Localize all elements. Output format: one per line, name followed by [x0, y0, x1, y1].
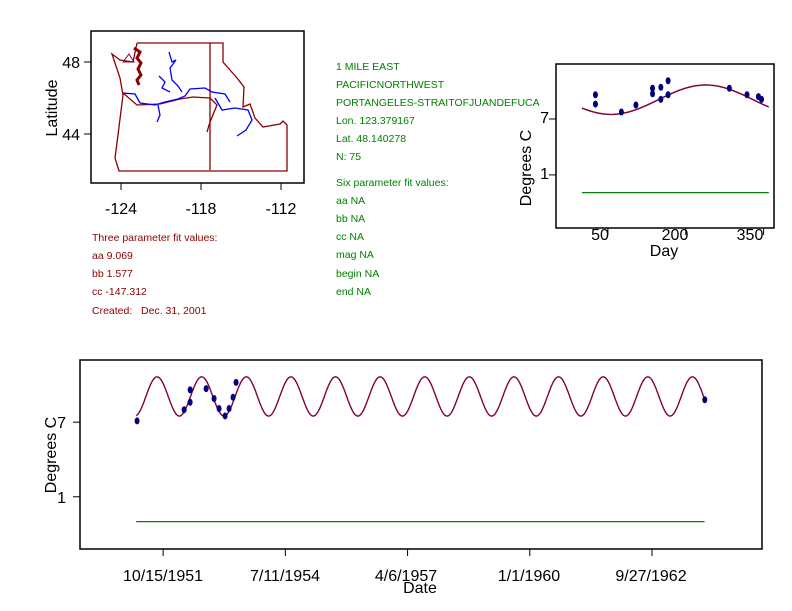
- state-outline: [110, 42, 288, 172]
- three-param-info: Three parameter fit values: aa 9.069 bb …: [92, 232, 217, 317]
- timeseries-xlabel: Date: [403, 580, 437, 597]
- seasonal-xtick: 200: [662, 227, 689, 244]
- param-cc: cc -147.312: [92, 286, 147, 298]
- six-param-title: Six parameter fit values:: [336, 177, 449, 189]
- timeseries-chart: Date Degrees C 10/15/1951 7/11/1954 4/6/…: [43, 359, 763, 597]
- data-point: [134, 417, 140, 425]
- data-point: [744, 91, 750, 99]
- river: [122, 87, 231, 106]
- timeseries-xtick: 9/27/1962: [615, 568, 686, 585]
- data-point: [759, 95, 765, 103]
- map-xtick: -112: [266, 201, 297, 218]
- river: [214, 97, 253, 137]
- seasonal-ylabel: Degrees C: [518, 130, 535, 206]
- six-param-begin: begin NA: [336, 268, 379, 280]
- six-param-aa: aa NA: [336, 195, 365, 207]
- data-point: [187, 398, 193, 406]
- station-line: PORTANGELES-STRAITOFJUANDEFUCA: [336, 97, 540, 109]
- data-point: [222, 412, 228, 420]
- data-point: [658, 83, 664, 91]
- map-panel: Latitude -124 -118 -112 48 44: [44, 30, 305, 218]
- data-point: [633, 101, 639, 109]
- data-point: [226, 404, 232, 412]
- data-point: [181, 406, 187, 414]
- three-param-title: Three parameter fit values:: [92, 232, 217, 244]
- map-ytick: 44: [62, 127, 80, 144]
- fit-curve: [135, 376, 706, 417]
- puget-sound-islands: [133, 46, 143, 86]
- station-info: 1 MILE EAST PACIFICNORTHWEST PORTANGELES…: [336, 61, 540, 298]
- river: [156, 104, 161, 123]
- seasonal-xlabel: Day: [650, 243, 678, 260]
- data-point: [650, 84, 656, 92]
- data-point: [618, 108, 624, 116]
- map-frame: [90, 30, 305, 184]
- seasonal-ytick: 7: [540, 110, 549, 127]
- seasonal-ytick: 1: [540, 166, 549, 183]
- six-param-bb: bb NA: [336, 213, 365, 225]
- data-point: [216, 404, 222, 412]
- station-line: 1 MILE EAST: [336, 61, 400, 73]
- six-param-mag: mag NA: [336, 249, 374, 261]
- map-xtick: -118: [186, 201, 217, 218]
- timeseries-ytick: 7: [57, 415, 66, 432]
- six-param-cc: cc NA: [336, 231, 364, 243]
- station-lon: Lon. 123.379167: [336, 115, 415, 127]
- data-point: [726, 84, 732, 92]
- timeseries-ylabel: Degrees C: [43, 417, 60, 493]
- seasonal-chart: Day Degrees C 50 200 350 7 1: [518, 63, 775, 260]
- fit-curve: [581, 84, 769, 116]
- timeseries-xtick: 10/15/1951: [123, 568, 203, 585]
- map-xtick: -124: [105, 201, 137, 218]
- map-ylabel: Latitude: [44, 79, 61, 136]
- data-point: [658, 95, 664, 103]
- timeseries-frame: [79, 359, 763, 550]
- station-n: N: 75: [336, 151, 361, 163]
- data-point: [230, 393, 236, 401]
- data-point: [203, 385, 209, 393]
- timeseries-xtick: 4/6/1957: [375, 568, 437, 585]
- data-point: [650, 90, 656, 98]
- created-date: Created: Dec. 31, 2001: [92, 305, 207, 317]
- data-point: [233, 378, 239, 386]
- seasonal-xtick: 350: [737, 227, 764, 244]
- station-lat: Lat. 48.140278: [336, 133, 406, 145]
- seasonal-xtick: 50: [591, 227, 609, 244]
- river: [168, 51, 183, 93]
- timeseries-xtick: 7/11/1954: [250, 568, 320, 585]
- data-point: [592, 91, 598, 99]
- data-point: [592, 100, 598, 108]
- timeseries-xtick: 1/1/1960: [498, 568, 560, 585]
- data-point: [211, 395, 217, 403]
- river: [158, 75, 171, 93]
- columbia-border: [122, 92, 218, 133]
- data-point: [665, 77, 671, 85]
- data-point: [702, 396, 708, 404]
- timeseries-ytick: 1: [57, 490, 66, 507]
- param-bb: bb 1.577: [92, 268, 133, 280]
- six-param-end: end NA: [336, 286, 371, 298]
- station-marker-icon: [122, 53, 135, 63]
- data-point: [187, 386, 193, 394]
- map-ytick: 48: [62, 55, 80, 72]
- station-line: PACIFICNORTHWEST: [336, 79, 445, 91]
- data-point: [665, 91, 671, 99]
- seasonal-frame: [555, 63, 775, 229]
- param-aa: aa 9.069: [92, 250, 133, 262]
